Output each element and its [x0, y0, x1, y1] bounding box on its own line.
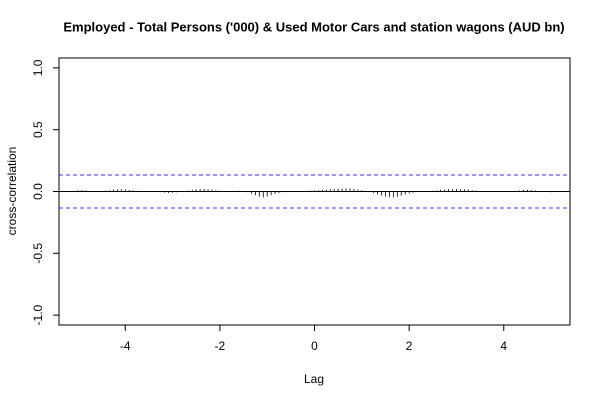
y-tick-label: 0.0: [31, 183, 45, 200]
x-axis-label: Lag: [304, 372, 324, 386]
x-tick-label: -4: [120, 339, 131, 353]
x-tick-label: 2: [406, 339, 413, 353]
y-tick-label: 0.5: [31, 121, 45, 138]
x-tick-label: 0: [311, 339, 318, 353]
chart-title: Employed - Total Persons ('000) & Used M…: [63, 19, 564, 34]
y-axis-label: cross-correlation: [5, 147, 19, 236]
x-tick-label: 4: [500, 339, 507, 353]
x-tick-label: -2: [215, 339, 226, 353]
y-tick-label: -0.5: [31, 243, 45, 264]
y-tick-label: -1.0: [31, 304, 45, 325]
y-tick-label: 1.0: [31, 59, 45, 76]
